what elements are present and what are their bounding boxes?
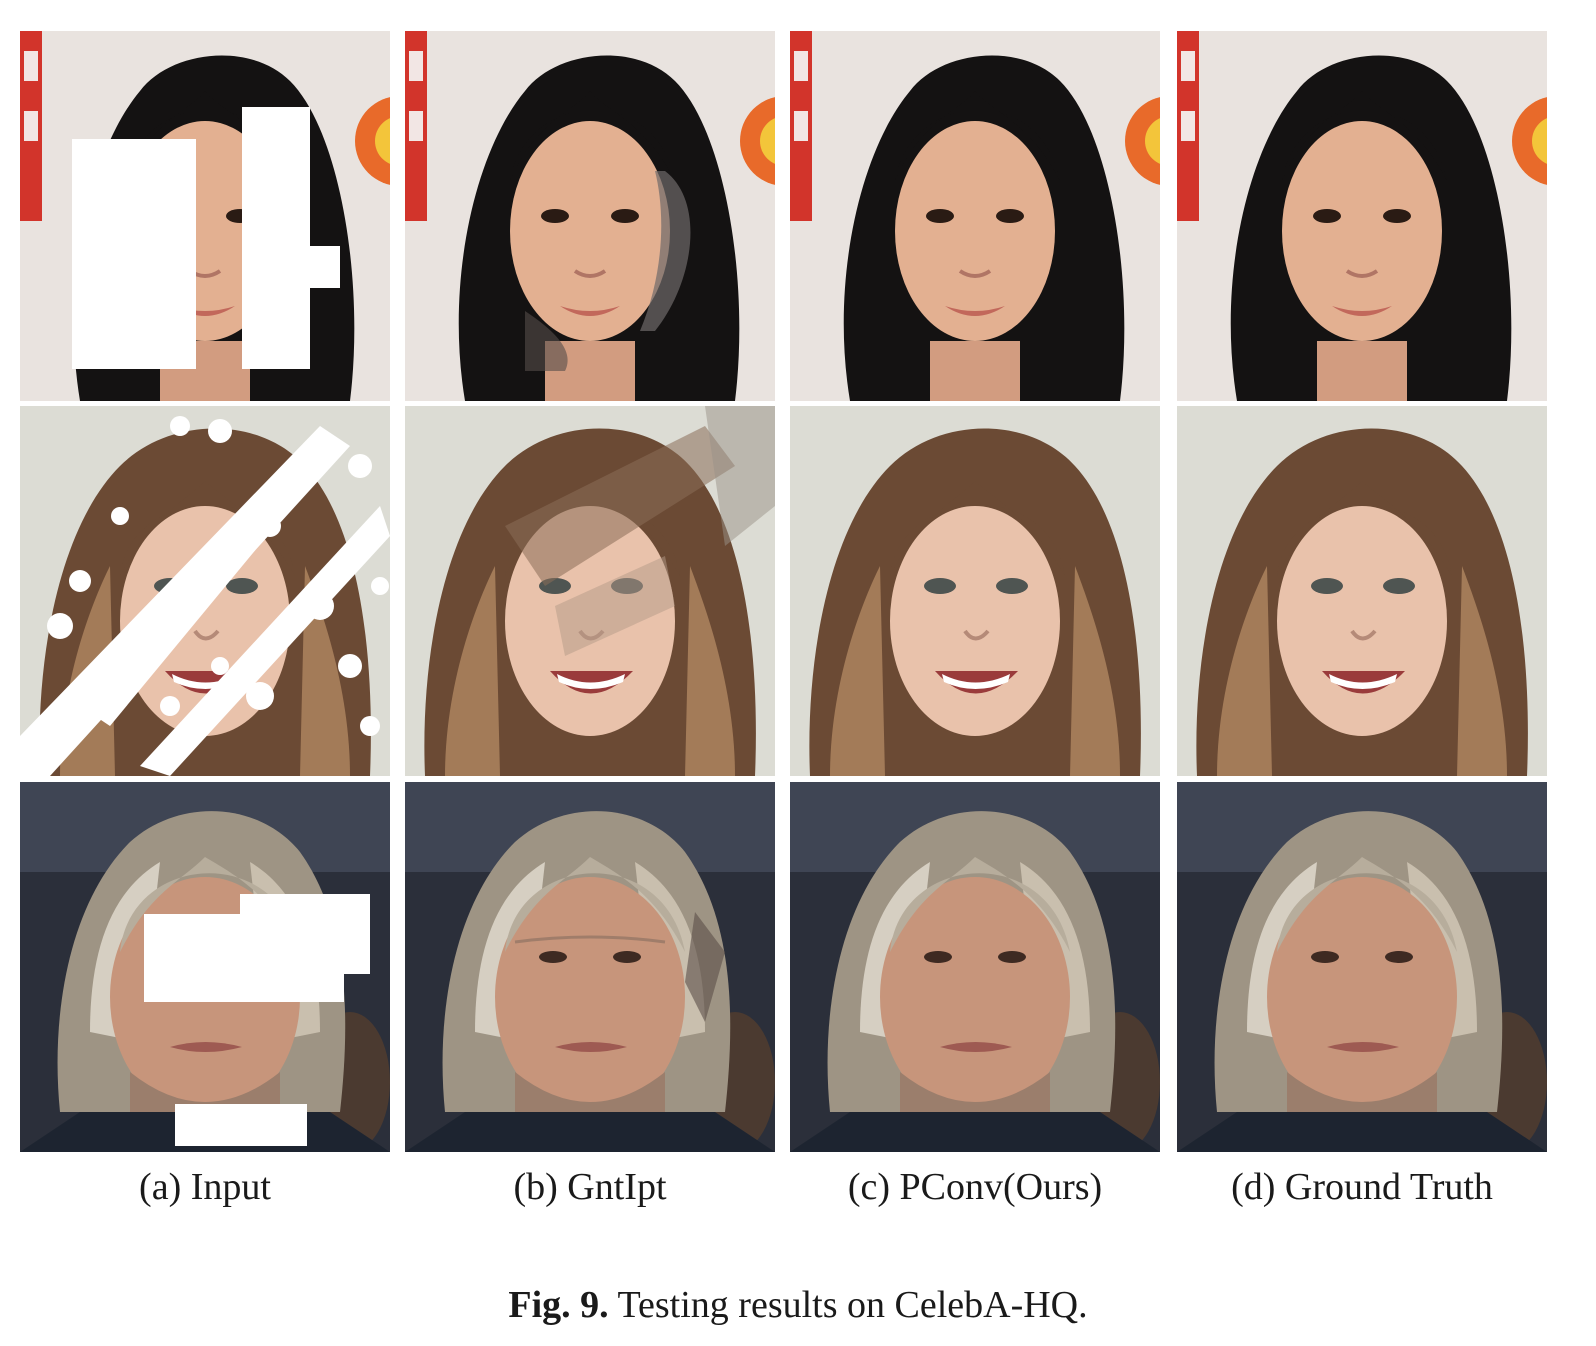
column-label-ground-truth: (d) Ground Truth <box>1231 1166 1493 1208</box>
column-label-pconv: (c) PConv(Ours) <box>847 1166 1103 1208</box>
figure-number: Fig. 9. <box>508 1284 609 1326</box>
image-input-row2 <box>20 406 390 776</box>
image-input-row3 <box>20 782 390 1152</box>
image-gntipt-row3 <box>405 782 775 1152</box>
image-input-row1 <box>20 31 390 401</box>
image-pconv-row3 <box>790 782 1160 1152</box>
image-pconv-row1 <box>790 31 1160 401</box>
hole-mask <box>72 107 340 369</box>
hole-mask <box>20 416 390 776</box>
hole-mask <box>144 894 370 1146</box>
image-pconv-row2 <box>790 406 1160 776</box>
image-ground-truth-row3 <box>1177 782 1547 1152</box>
image-gntipt-row2 <box>405 406 775 776</box>
image-ground-truth-row1 <box>1177 31 1547 401</box>
figure-caption-text: Testing results on CelebA-HQ. <box>617 1284 1088 1326</box>
image-gntipt-row1 <box>405 31 775 401</box>
column-label-input: (a) Input <box>139 1166 271 1208</box>
figure-caption: Fig. 9. Testing results on CelebA-HQ. <box>0 1283 1596 1327</box>
image-ground-truth-row2 <box>1177 406 1547 776</box>
column-label-gntipt: (b) GntIpt <box>513 1166 667 1208</box>
